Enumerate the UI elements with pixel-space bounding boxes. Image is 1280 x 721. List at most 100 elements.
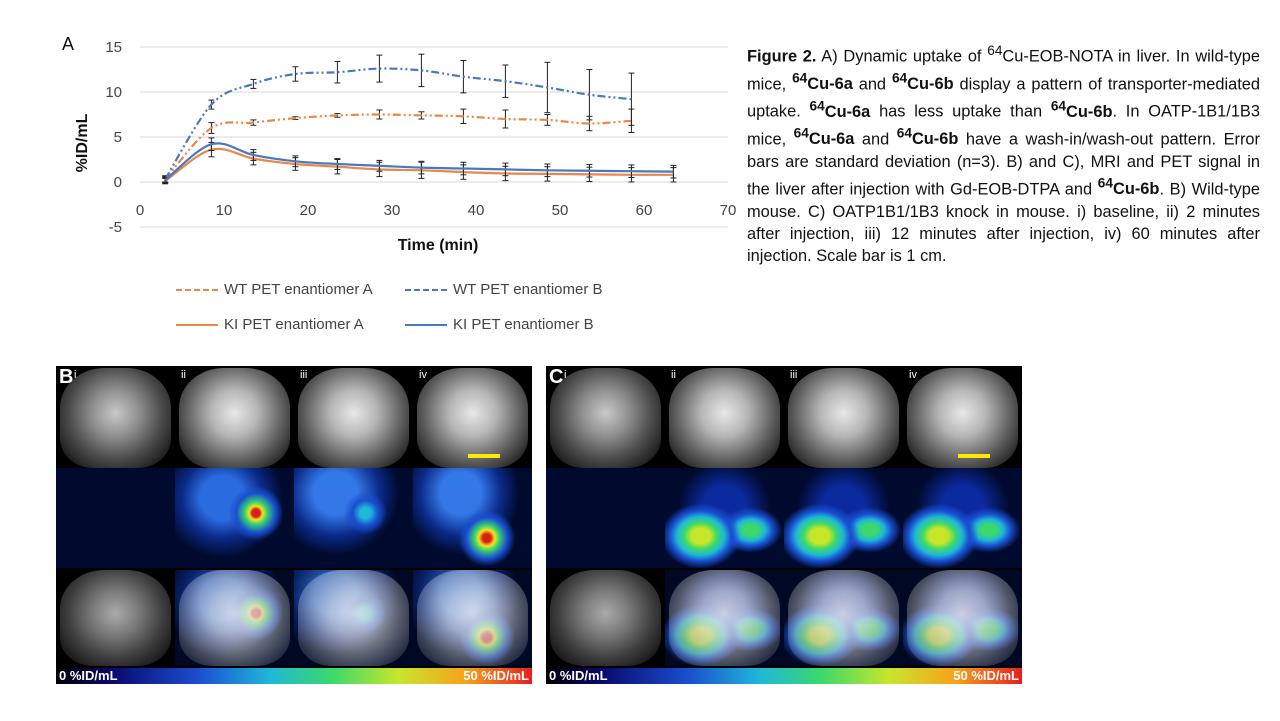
slice-numeral: i [74, 369, 77, 381]
slice-numeral: i [564, 369, 567, 381]
x-tick-label: 20 [300, 202, 317, 219]
legend-swatch-ki-b [405, 323, 447, 326]
y-tick-label: 10 [105, 84, 122, 101]
pet-slice [56, 468, 175, 568]
mri-slice [298, 368, 409, 468]
caption-sup: 64 [792, 70, 808, 86]
x-tick-label: 0 [136, 202, 144, 219]
colorbar: 0 %ID/mL 50 %ID/mL [546, 668, 1022, 684]
caption-text: and [852, 75, 892, 94]
caption-compound: Cu-6a [807, 75, 853, 94]
pet-slice [413, 468, 532, 568]
chart-series [162, 53, 677, 185]
slice-numeral: iii [790, 369, 798, 381]
colorbar-max-label: 50 %ID/mL [953, 668, 1019, 683]
mri-slice [179, 368, 290, 468]
chart-tick-labels: -5 0 5 10 15 0 10 20 30 40 50 60 70 [105, 39, 736, 236]
fused-pet-overlay [413, 570, 532, 666]
slice-numeral: iv [419, 369, 427, 381]
colorbar-max-label: 50 %ID/mL [463, 668, 529, 683]
mri-slice [669, 368, 780, 468]
fused-pet-overlay [784, 570, 903, 666]
mri-slice [417, 368, 528, 468]
legend-item-ki-a: KI PET enantiomer A [176, 316, 364, 333]
fused-slice [550, 570, 661, 666]
fused-pet-overlay [175, 570, 294, 666]
caption-text: display a pattern of transporter-mediate… [747, 75, 1260, 121]
series-ki-pet-enantiomer-a [162, 141, 677, 185]
mri-slice [788, 368, 899, 468]
caption-compound: Cu-6a [824, 102, 871, 121]
caption-figure-label: Figure 2. [747, 47, 817, 66]
colorbar: 0 %ID/mL 50 %ID/mL [56, 668, 532, 684]
slice-numeral: iv [909, 369, 917, 381]
series-wt-pet-enantiomer-b [162, 53, 635, 184]
caption-sup: 64 [987, 43, 1003, 58]
caption-text: has less uptake than [870, 102, 1051, 121]
y-axis-label: %ID/mL [74, 113, 91, 172]
legend-item-wt-a: WT PET enantiomer A [176, 281, 373, 298]
chart-gridlines [140, 46, 728, 228]
legend-item-ki-b: KI PET enantiomer B [405, 316, 594, 333]
pet-slice [665, 468, 784, 568]
pet-slice [546, 468, 665, 568]
caption-compound: Cu-6b [1113, 180, 1160, 199]
caption-text: . In OATP-1B1/1B3 mice, [747, 102, 1260, 149]
series-line [164, 67, 632, 180]
caption-text: and [854, 130, 897, 149]
pet-slice [903, 468, 1022, 568]
slice-numeral: ii [181, 369, 186, 381]
panel-c-letter: C [549, 366, 564, 388]
pet-slice [175, 468, 294, 568]
caption-sup: 64 [891, 70, 908, 86]
mri-slice [907, 368, 1018, 468]
x-tick-label: 30 [384, 202, 401, 219]
pet-slice [294, 468, 413, 568]
pet-slice [784, 468, 903, 568]
caption-sup: 64 [809, 98, 825, 114]
legend-label-ki-b: KI PET enantiomer B [453, 316, 594, 333]
caption-text: Cu-EOB-NOTA in liver. In wild-type mice, [747, 47, 1260, 94]
scale-bar [958, 454, 990, 458]
fused-pet-overlay [665, 570, 784, 666]
legend-item-wt-b: WT PET enantiomer B [405, 281, 603, 298]
caption-sup: 64 [896, 126, 912, 142]
caption-compound: Cu-6b [1066, 102, 1113, 121]
caption-compound: Cu-6b [907, 75, 954, 94]
caption-text: A) Dynamic uptake of [816, 47, 988, 66]
caption-text: . B) Wild-type mouse. C) OATP1B1/1B3 kno… [747, 180, 1260, 265]
uptake-line-chart: -5 0 5 10 15 0 10 20 30 40 50 60 70 %ID/mL Time (min… [74, 39, 736, 254]
mri-slice [60, 368, 171, 468]
x-tick-label: 60 [636, 202, 653, 219]
fused-pet-overlay [903, 570, 1022, 666]
caption-sup: 64 [1097, 175, 1113, 191]
mri-slice [550, 368, 661, 468]
legend-label-ki-a: KI PET enantiomer A [224, 316, 364, 333]
x-axis-label: Time (min) [398, 237, 479, 254]
series-ki-pet-enantiomer-b [162, 137, 677, 184]
caption-sup: 64 [793, 126, 809, 142]
x-tick-label: 40 [468, 202, 485, 219]
legend-label-wt-a: WT PET enantiomer A [224, 281, 373, 298]
y-tick-label: 5 [114, 129, 122, 146]
fused-pet-overlay [294, 570, 413, 666]
series-line [164, 147, 674, 183]
caption-compound: Cu-6b [911, 130, 959, 149]
scale-bar [468, 454, 500, 458]
legend-swatch-ki-a [176, 323, 218, 326]
slice-numeral: iii [300, 369, 308, 381]
caption-sup: 64 [1050, 98, 1067, 114]
x-tick-label: 70 [720, 202, 737, 219]
x-tick-label: 10 [216, 202, 233, 219]
caption-text: have a wash-in/wash-out pattern. Error b… [747, 130, 1260, 199]
legend-swatch-wt-b [405, 288, 447, 291]
y-tick-label: 0 [114, 174, 122, 191]
panel-c-image-grid: i ii iii iv 0 %ID/mL 50 %ID/mL C [546, 366, 1022, 684]
legend-swatch-wt-a [176, 288, 218, 291]
caption-compound: Cu-6a [808, 130, 855, 149]
legend-label-wt-b: WT PET enantiomer B [453, 281, 603, 298]
fused-slice [60, 570, 171, 666]
colorbar-min-label: 0 %ID/mL [549, 668, 608, 683]
series-line [164, 113, 632, 181]
panel-b-image-grid: i ii iii iv 0 %ID/mL 50 %ID/mL B [56, 366, 532, 684]
